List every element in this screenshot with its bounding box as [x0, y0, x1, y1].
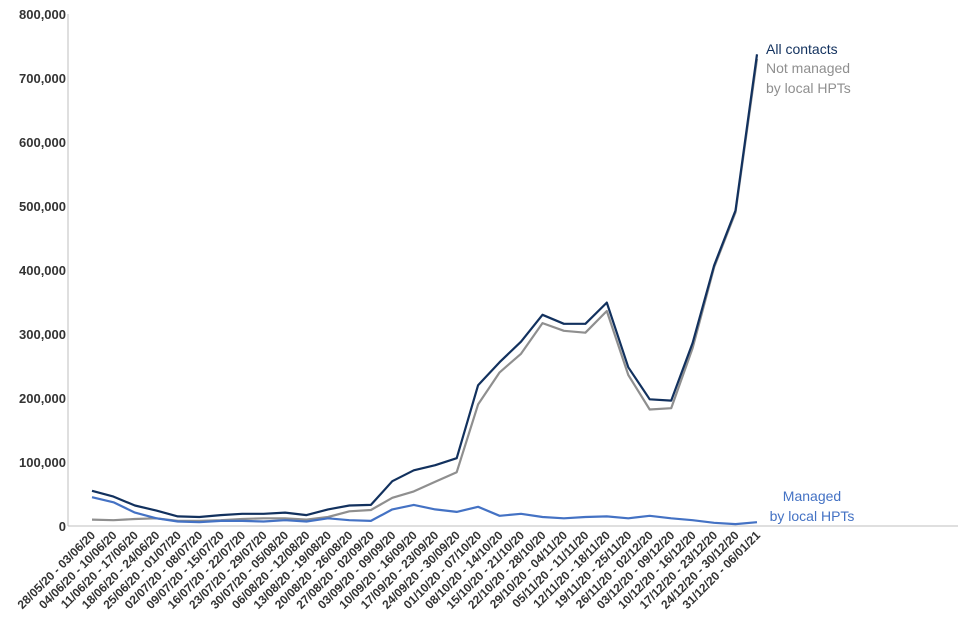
- chart-axes: [67, 14, 958, 527]
- y-tick-label: 600,000: [19, 135, 66, 150]
- y-tick-label: 400,000: [19, 263, 66, 278]
- series-label-line: Managed: [783, 488, 841, 504]
- series-line: [91, 58, 759, 523]
- y-axis-ticks: 0 100,000 200,000 300,000 400,000 500,000 600,…: [19, 7, 66, 534]
- y-tick-label: 100,000: [19, 455, 66, 470]
- series-label-line: by local HPTs: [770, 508, 855, 524]
- series-lines: [91, 54, 759, 526]
- series-line: [91, 54, 759, 519]
- series-line: [91, 496, 758, 526]
- y-tick-label: 0: [59, 519, 66, 534]
- y-tick-label: 800,000: [19, 7, 66, 22]
- y-tick-label: 300,000: [19, 327, 66, 342]
- series-label-line: Not managed: [766, 60, 850, 76]
- series-label: All contacts: [766, 41, 838, 57]
- y-tick-label: 700,000: [19, 71, 66, 86]
- series-label: Not managed by local HPTs: [766, 60, 851, 96]
- series-label-line: by local HPTs: [766, 80, 851, 96]
- series-label: Managed by local HPTs: [770, 488, 855, 524]
- y-tick-label: 200,000: [19, 391, 66, 406]
- y-tick-label: 500,000: [19, 199, 66, 214]
- series-label-line: All contacts: [766, 41, 838, 57]
